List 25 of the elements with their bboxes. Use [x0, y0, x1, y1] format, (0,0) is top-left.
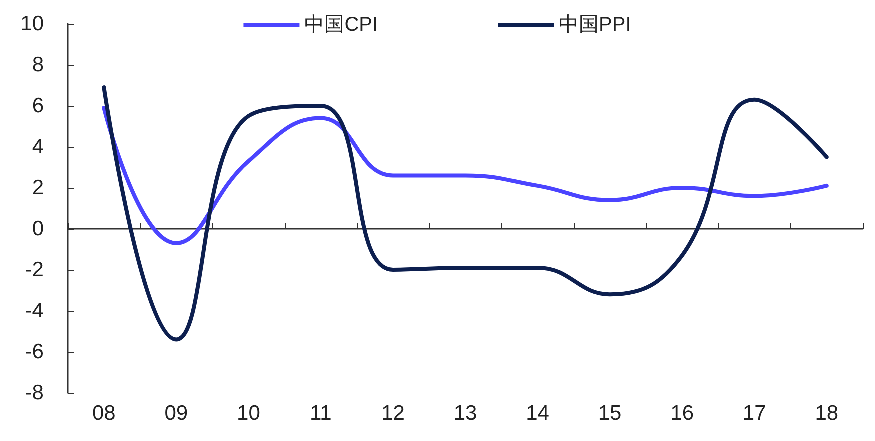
x-tick-label: 11	[310, 402, 332, 425]
line-series	[102, 106, 829, 246]
x-tick-label: 10	[237, 402, 260, 425]
y-tick-label: -4	[25, 300, 44, 322]
x-tick-label: 13	[454, 402, 478, 425]
x-tick-label: 12	[382, 402, 405, 425]
y-tick-label: 8	[32, 54, 44, 76]
y-tick-label: -8	[25, 382, 44, 404]
x-tick-label: 15	[598, 402, 622, 425]
line-series	[102, 86, 829, 342]
legend-label: 中国CPI	[304, 14, 378, 36]
y-tick-label: 4	[32, 136, 44, 158]
x-tick-label: 08	[92, 402, 116, 425]
y-tick-label: -6	[25, 340, 44, 364]
legend-label: 中国PPI	[559, 14, 632, 36]
y-tick-label: 10	[20, 12, 44, 36]
x-tick-label: 17	[742, 402, 766, 425]
x-tick-label: 18	[815, 402, 839, 425]
y-tick-label: 2	[32, 176, 44, 200]
x-tick-label: 14	[526, 402, 550, 425]
y-tick-label: 0	[32, 218, 44, 240]
x-tick-label: 16	[670, 402, 694, 425]
x-tick-label: 09	[164, 402, 188, 425]
y-tick-label: 6	[32, 94, 44, 118]
y-tick-label: -2	[25, 258, 44, 282]
